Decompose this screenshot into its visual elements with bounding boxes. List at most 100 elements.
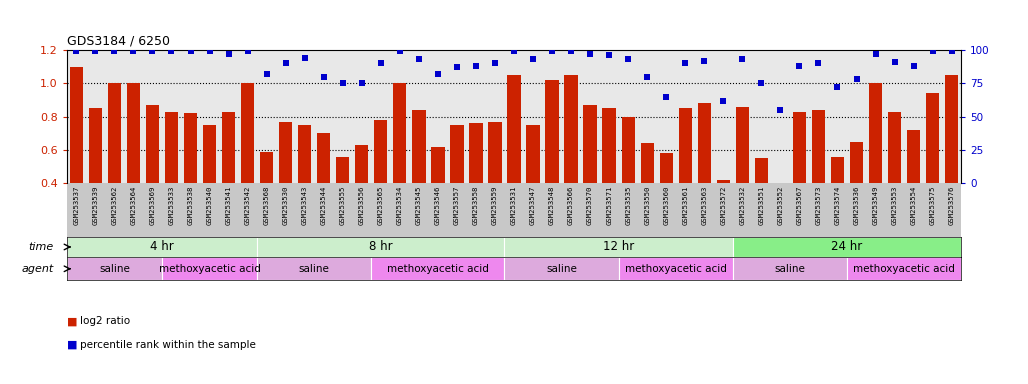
Bar bbox=[508, 75, 520, 250]
Point bbox=[906, 63, 922, 69]
Point bbox=[696, 58, 712, 64]
Text: saline: saline bbox=[99, 264, 130, 274]
Text: GSM253562: GSM253562 bbox=[111, 186, 117, 225]
Bar bbox=[736, 107, 749, 250]
Text: GSM253565: GSM253565 bbox=[378, 186, 383, 225]
Bar bbox=[733, 237, 961, 257]
Text: GSM253566: GSM253566 bbox=[568, 186, 574, 225]
Bar bbox=[431, 147, 444, 250]
Text: log2 ratio: log2 ratio bbox=[80, 316, 131, 326]
Text: GSM253574: GSM253574 bbox=[835, 186, 841, 225]
Bar bbox=[126, 83, 140, 250]
Bar bbox=[450, 125, 464, 250]
Point bbox=[754, 80, 770, 86]
Point bbox=[944, 48, 960, 54]
Bar bbox=[660, 153, 673, 250]
Text: GSM253570: GSM253570 bbox=[587, 186, 593, 225]
Point bbox=[658, 94, 674, 100]
Text: GSM253535: GSM253535 bbox=[625, 186, 631, 225]
Bar bbox=[146, 105, 159, 250]
Text: GSM253542: GSM253542 bbox=[245, 186, 251, 225]
Bar bbox=[108, 83, 121, 250]
Bar bbox=[469, 123, 482, 250]
Text: GSM253533: GSM253533 bbox=[169, 186, 175, 225]
Point bbox=[886, 59, 903, 65]
Text: GSM253560: GSM253560 bbox=[663, 186, 669, 225]
Bar bbox=[279, 122, 292, 250]
Text: GSM253551: GSM253551 bbox=[759, 186, 765, 225]
Point bbox=[620, 56, 636, 62]
Text: ■: ■ bbox=[67, 339, 77, 349]
Bar bbox=[67, 257, 162, 280]
Text: GSM253546: GSM253546 bbox=[435, 186, 441, 225]
Bar bbox=[526, 125, 540, 250]
Bar bbox=[371, 257, 505, 280]
Point bbox=[544, 48, 560, 54]
Bar bbox=[755, 158, 768, 250]
Text: GSM253534: GSM253534 bbox=[397, 186, 403, 225]
Text: GSM253543: GSM253543 bbox=[301, 186, 307, 225]
Point bbox=[144, 48, 160, 54]
Point bbox=[639, 73, 656, 79]
Point bbox=[677, 60, 694, 66]
Text: GSM253558: GSM253558 bbox=[473, 186, 479, 225]
Point bbox=[372, 60, 389, 66]
Bar bbox=[564, 75, 578, 250]
Bar bbox=[355, 145, 368, 250]
Text: agent: agent bbox=[22, 264, 53, 274]
Bar bbox=[546, 80, 559, 250]
Text: GSM253557: GSM253557 bbox=[454, 186, 460, 225]
Bar bbox=[793, 112, 806, 250]
Bar bbox=[184, 113, 197, 250]
Point bbox=[468, 63, 484, 69]
Text: methoxyacetic acid: methoxyacetic acid bbox=[387, 264, 489, 274]
Point bbox=[448, 64, 465, 70]
Point bbox=[525, 56, 542, 62]
Point bbox=[410, 56, 427, 62]
Text: saline: saline bbox=[299, 264, 330, 274]
Point bbox=[163, 48, 180, 54]
Point bbox=[563, 48, 580, 54]
Text: GSM253555: GSM253555 bbox=[339, 186, 345, 225]
Point bbox=[334, 80, 351, 86]
Text: GSM253537: GSM253537 bbox=[73, 186, 79, 225]
Point bbox=[87, 48, 104, 54]
Point bbox=[68, 48, 84, 54]
Text: GSM253556: GSM253556 bbox=[359, 186, 365, 225]
Bar bbox=[257, 257, 371, 280]
Text: GSM253532: GSM253532 bbox=[739, 186, 745, 225]
Bar bbox=[505, 257, 619, 280]
Bar bbox=[298, 125, 311, 250]
Bar bbox=[336, 157, 350, 250]
Bar bbox=[888, 112, 902, 250]
Text: GDS3184 / 6250: GDS3184 / 6250 bbox=[67, 34, 170, 47]
Point bbox=[601, 52, 618, 58]
Point bbox=[201, 48, 218, 54]
Text: 12 hr: 12 hr bbox=[603, 240, 634, 253]
Point bbox=[220, 51, 236, 57]
Point bbox=[810, 60, 827, 66]
Text: GSM253544: GSM253544 bbox=[321, 186, 327, 225]
Text: GSM253554: GSM253554 bbox=[911, 186, 917, 225]
Text: GSM253576: GSM253576 bbox=[949, 186, 955, 225]
Bar bbox=[260, 152, 273, 250]
Text: GSM253571: GSM253571 bbox=[607, 186, 612, 225]
Point bbox=[792, 63, 808, 69]
Text: 4 hr: 4 hr bbox=[150, 240, 174, 253]
Text: GSM253538: GSM253538 bbox=[187, 186, 193, 225]
Bar bbox=[812, 110, 825, 250]
Point bbox=[258, 71, 274, 77]
Point bbox=[278, 60, 294, 66]
Bar bbox=[831, 157, 844, 250]
Bar bbox=[317, 133, 330, 250]
Text: methoxyacetic acid: methoxyacetic acid bbox=[158, 264, 260, 274]
Bar bbox=[869, 83, 882, 250]
Point bbox=[182, 48, 198, 54]
Text: saline: saline bbox=[774, 264, 805, 274]
Bar bbox=[164, 112, 178, 250]
Text: GSM253545: GSM253545 bbox=[416, 186, 421, 225]
Bar bbox=[602, 108, 616, 250]
Point bbox=[125, 48, 142, 54]
Bar bbox=[222, 112, 235, 250]
Point bbox=[830, 84, 846, 90]
